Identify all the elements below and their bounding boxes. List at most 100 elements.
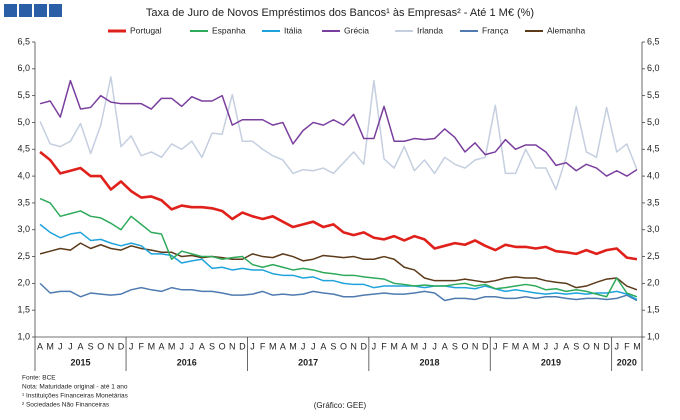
y-tick-label: 3,5 xyxy=(17,197,30,207)
x-tick-label: J xyxy=(68,341,73,351)
x-tick-label: J xyxy=(614,341,619,351)
x-tick-label: S xyxy=(88,341,94,351)
series-line xyxy=(39,223,638,301)
x-tick-label: A xyxy=(37,341,43,351)
y-tick-label: 2,5 xyxy=(17,251,30,261)
legend-label: Itália xyxy=(284,25,302,35)
x-tick-label: D xyxy=(603,341,610,351)
x-tick-label: M xyxy=(633,341,641,351)
x-tick-label: N xyxy=(229,341,236,351)
x-tick-label: O xyxy=(583,341,590,351)
x-tick-label: J xyxy=(129,341,134,351)
footnote: Fonte: BCE xyxy=(22,375,56,382)
x-tick-label: N xyxy=(472,341,479,351)
x-tick-label: D xyxy=(239,341,246,351)
x-tick-label: J xyxy=(554,341,559,351)
x-tick-label: N xyxy=(350,341,357,351)
x-tick-label: A xyxy=(199,341,205,351)
x-tick-label: J xyxy=(179,341,184,351)
year-label: 2017 xyxy=(298,357,318,367)
y-tick-label: 4,0 xyxy=(17,170,30,180)
y2-tick-label: 1,0 xyxy=(647,331,660,341)
legend-label: Grécia xyxy=(344,25,369,35)
x-tick-label: J xyxy=(190,341,195,351)
x-tick-label: A xyxy=(442,341,448,351)
x-tick-label: J xyxy=(372,341,377,351)
x-tick-label: D xyxy=(361,341,368,351)
x-tick-label: J xyxy=(544,341,549,351)
footnote: Nota: Maturidade original - até 1 ano xyxy=(22,384,128,391)
x-tick-label: M xyxy=(390,341,398,351)
y-tick-label: 1,5 xyxy=(17,305,30,315)
y-tick-label: 5,5 xyxy=(17,90,30,100)
source: (Gráfico: GEE) xyxy=(314,401,367,410)
y2-tick-label: 2,5 xyxy=(647,251,660,261)
x-tick-label: O xyxy=(340,341,347,351)
x-tick-label: J xyxy=(301,341,306,351)
legend-label: Alemanha xyxy=(547,25,586,35)
x-tick-label: A xyxy=(401,341,407,351)
year-label: 2019 xyxy=(541,357,561,367)
x-tick-label: M xyxy=(532,341,540,351)
year-label: 2016 xyxy=(177,357,197,367)
x-tick-label: F xyxy=(138,341,144,351)
x-tick-label: J xyxy=(493,341,498,351)
y-tick-label: 2,0 xyxy=(17,278,30,288)
y-tick-label: 4,5 xyxy=(17,144,30,154)
y2-tick-label: 4,0 xyxy=(647,170,660,180)
y2-tick-label: 1,5 xyxy=(647,305,660,315)
y2-tick-label: 6,5 xyxy=(647,36,660,46)
x-tick-label: M xyxy=(269,341,277,351)
x-tick-label: S xyxy=(209,341,215,351)
footnote: ¹ Instituições Financeiras Monetárias xyxy=(22,393,129,400)
x-tick-label: N xyxy=(593,341,600,351)
y2-tick-label: 4,5 xyxy=(647,144,660,154)
series-line xyxy=(39,282,638,302)
y-tick-label: 1,0 xyxy=(17,331,30,341)
x-tick-label: D xyxy=(482,341,489,351)
logo-square xyxy=(4,4,17,17)
x-tick-label: N xyxy=(108,341,115,351)
x-tick-label: M xyxy=(46,341,54,351)
y2-tick-label: 5,5 xyxy=(647,90,660,100)
x-tick-label: O xyxy=(219,341,226,351)
y-tick-label: 5,0 xyxy=(17,117,30,127)
y2-tick-label: 3,5 xyxy=(647,197,660,207)
legend-label: Espanha xyxy=(212,25,246,35)
x-tick-label: S xyxy=(330,341,336,351)
y2-tick-label: 3,0 xyxy=(647,224,660,234)
x-tick-label: O xyxy=(461,341,468,351)
x-tick-label: D xyxy=(118,341,125,351)
x-tick-label: F xyxy=(260,341,266,351)
x-tick-label: A xyxy=(78,341,84,351)
chart-title: Taxa de Juro de Novos Empréstimos dos Ba… xyxy=(146,7,534,19)
y-tick-label: 3,0 xyxy=(17,224,30,234)
x-tick-label: A xyxy=(280,341,286,351)
y2-tick-label: 2,0 xyxy=(647,278,660,288)
logo-square xyxy=(49,4,62,17)
x-tick-label: J xyxy=(250,341,255,351)
x-tick-label: M xyxy=(289,341,297,351)
y-tick-label: 6,5 xyxy=(17,36,30,46)
x-tick-label: M xyxy=(512,341,520,351)
x-tick-label: A xyxy=(320,341,326,351)
year-label: 2018 xyxy=(420,357,440,367)
x-tick-label: M xyxy=(148,341,156,351)
x-tick-label: F xyxy=(624,341,630,351)
x-tick-label: M xyxy=(168,341,176,351)
series-line xyxy=(39,242,638,291)
x-tick-label: J xyxy=(58,341,63,351)
x-tick-label: J xyxy=(311,341,316,351)
x-tick-label: A xyxy=(523,341,529,351)
x-tick-label: A xyxy=(563,341,569,351)
year-label: 2020 xyxy=(617,357,637,367)
x-tick-label: O xyxy=(97,341,104,351)
x-tick-label: A xyxy=(158,341,164,351)
legend-label: Irlanda xyxy=(417,25,443,35)
y-tick-label: 6,0 xyxy=(17,63,30,73)
x-tick-label: F xyxy=(381,341,387,351)
x-tick-label: S xyxy=(452,341,458,351)
x-tick-label: J xyxy=(432,341,437,351)
y2-tick-label: 5,0 xyxy=(647,117,660,127)
